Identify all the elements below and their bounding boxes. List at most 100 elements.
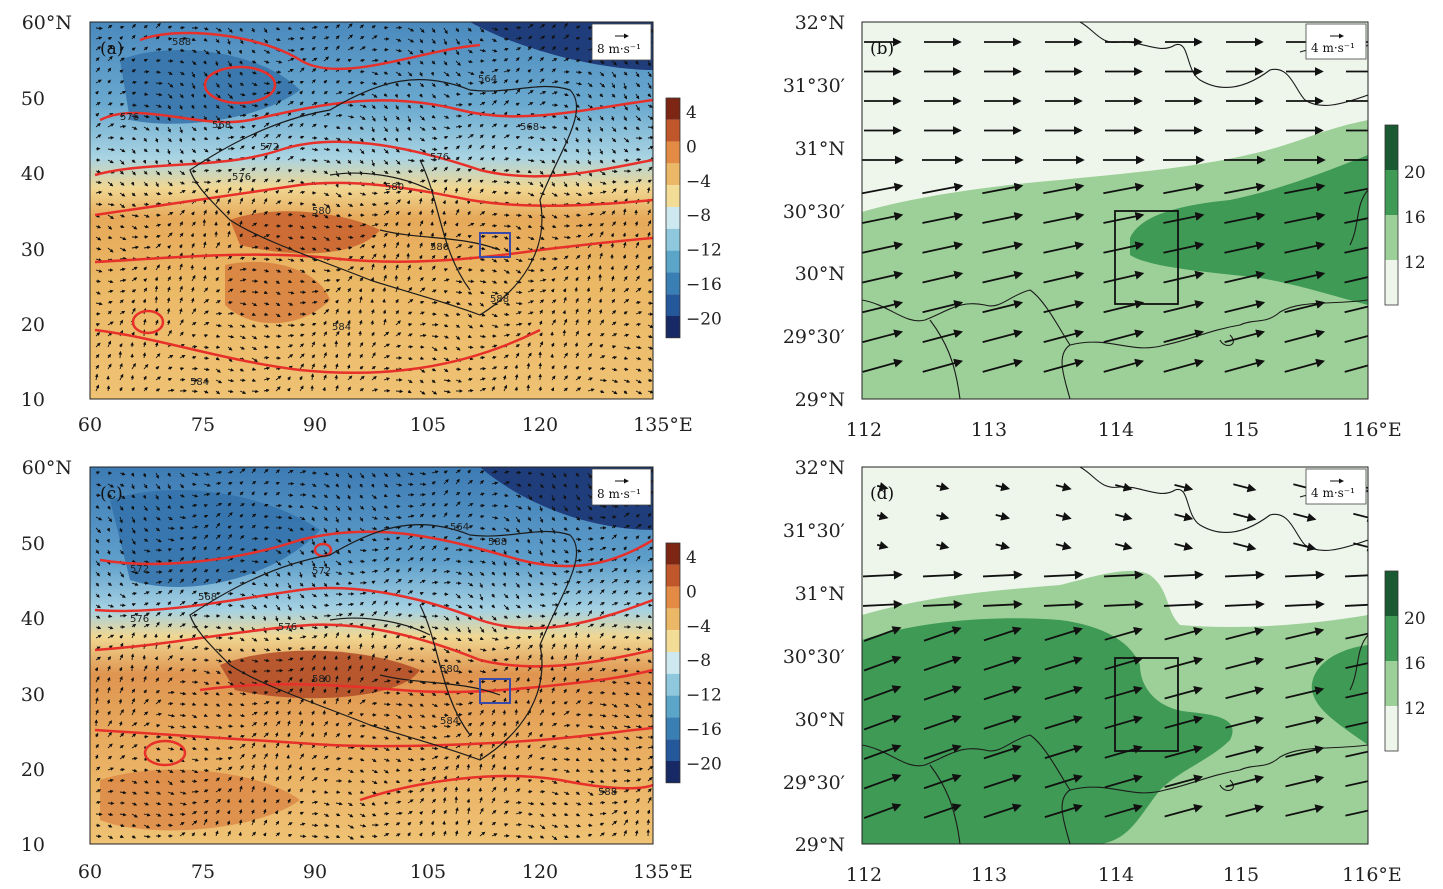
- svg-text:10: 10: [21, 834, 45, 856]
- wind-vector: [599, 93, 604, 98]
- svg-text:60: 60: [78, 861, 102, 883]
- wind-vector: [179, 71, 185, 76]
- svg-text:576: 576: [130, 614, 149, 625]
- wind-vector: [286, 743, 290, 749]
- colorbar-swatch: [666, 564, 680, 587]
- wind-vector: [311, 25, 318, 30]
- wind-vector: [358, 308, 362, 315]
- colorbar-swatch: [666, 630, 680, 652]
- wind-vector: [455, 367, 462, 371]
- wind-vector: [95, 147, 101, 151]
- wind-vector: [263, 91, 271, 96]
- wind-vector: [383, 71, 389, 75]
- wind-vector: [251, 113, 259, 118]
- colorbar-swatch: [666, 228, 680, 251]
- wind-vector: [227, 38, 231, 45]
- panel-d-scale-box: 4 m·s⁻¹: [1305, 468, 1367, 505]
- colorbar-swatch: [666, 761, 680, 783]
- wind-vector: [95, 102, 101, 106]
- wind-vector: [359, 81, 365, 85]
- wind-vector: [635, 82, 641, 88]
- colorbar-swatch: [666, 163, 680, 186]
- wind-vector: [443, 60, 448, 66]
- wind-vector: [443, 115, 450, 119]
- svg-text:584: 584: [332, 322, 351, 333]
- wind-vector: [334, 665, 338, 672]
- wind-vector: [551, 24, 557, 29]
- wind-vector: [587, 59, 593, 64]
- wind-vector: [371, 25, 376, 29]
- svg-text:115: 115: [1223, 864, 1259, 886]
- wind-vector: [299, 67, 305, 73]
- wind-vector: [407, 27, 415, 32]
- wind-vector: [299, 80, 304, 85]
- wind-vector: [215, 27, 222, 32]
- wind-vector: [311, 79, 316, 84]
- wind-vector: [527, 135, 535, 140]
- wind-vector: [515, 88, 521, 95]
- wind-vector: [347, 69, 352, 74]
- wind-vector: [623, 104, 628, 111]
- wind-vector: [515, 47, 522, 51]
- wind-vector: [107, 45, 113, 51]
- wind-vector: [395, 680, 401, 684]
- wind-vector: [323, 125, 328, 129]
- wind-vector: [95, 112, 100, 117]
- wind-vector: [119, 46, 124, 51]
- wind-vector: [167, 82, 174, 88]
- colorbar-swatch: [1385, 125, 1398, 170]
- panel-c-scale-box: 8 m·s⁻¹: [591, 468, 652, 506]
- wind-vector: [419, 115, 426, 121]
- wind-vector: [299, 37, 304, 41]
- wind-vector: [455, 60, 461, 66]
- colorbar-label: 0: [686, 582, 697, 602]
- wind-vector: [191, 71, 196, 78]
- wind-vector: [119, 69, 124, 74]
- wind-vector: [514, 708, 519, 716]
- colorbar-swatch: [1385, 215, 1398, 260]
- wind-vector: [107, 24, 113, 29]
- wind-vector: [394, 274, 399, 282]
- wind-vector: [383, 48, 389, 52]
- wind-vector: [179, 812, 186, 816]
- wind-vector: [647, 82, 652, 90]
- wind-vector: [190, 93, 195, 98]
- wind-vector: [167, 25, 173, 30]
- svg-text:10: 10: [21, 389, 45, 411]
- wind-vector: [275, 80, 282, 85]
- wind-vector: [539, 779, 545, 783]
- wind-vector: [359, 58, 365, 63]
- wind-vector: [395, 48, 403, 53]
- wind-vector: [155, 92, 163, 97]
- wind-vector: [563, 104, 569, 108]
- wind-vector: [203, 647, 210, 651]
- wind-vector: [563, 22, 568, 29]
- wind-vector: [575, 223, 584, 228]
- wind-vector: [623, 158, 630, 162]
- wind-vector: [467, 49, 473, 54]
- wind-vector: [395, 115, 400, 121]
- wind-vector: [203, 104, 207, 109]
- wind-vector: [215, 125, 222, 130]
- wind-vector: [335, 113, 343, 118]
- wind-vector: [287, 80, 295, 84]
- wind-vector: [167, 526, 175, 531]
- svg-text:50: 50: [21, 533, 45, 555]
- wind-vector: [575, 58, 581, 63]
- wind-vector: [503, 79, 508, 84]
- wind-vector: [95, 202, 103, 207]
- svg-text:30: 30: [21, 684, 45, 706]
- wind-vector: [395, 25, 403, 30]
- svg-text:90: 90: [303, 861, 327, 883]
- wind-vector: [431, 27, 436, 34]
- wind-vector: [191, 180, 200, 185]
- wind-vector: [623, 115, 627, 122]
- wind-vector: [611, 800, 619, 805]
- wind-vector: [431, 136, 438, 141]
- wind-vector: [323, 46, 329, 51]
- wind-vector: [191, 60, 197, 66]
- wind-vector: [359, 46, 366, 51]
- wind-vector: [587, 93, 592, 99]
- colorbar-swatch: [666, 272, 680, 295]
- svg-text:30°30′: 30°30′: [783, 201, 845, 223]
